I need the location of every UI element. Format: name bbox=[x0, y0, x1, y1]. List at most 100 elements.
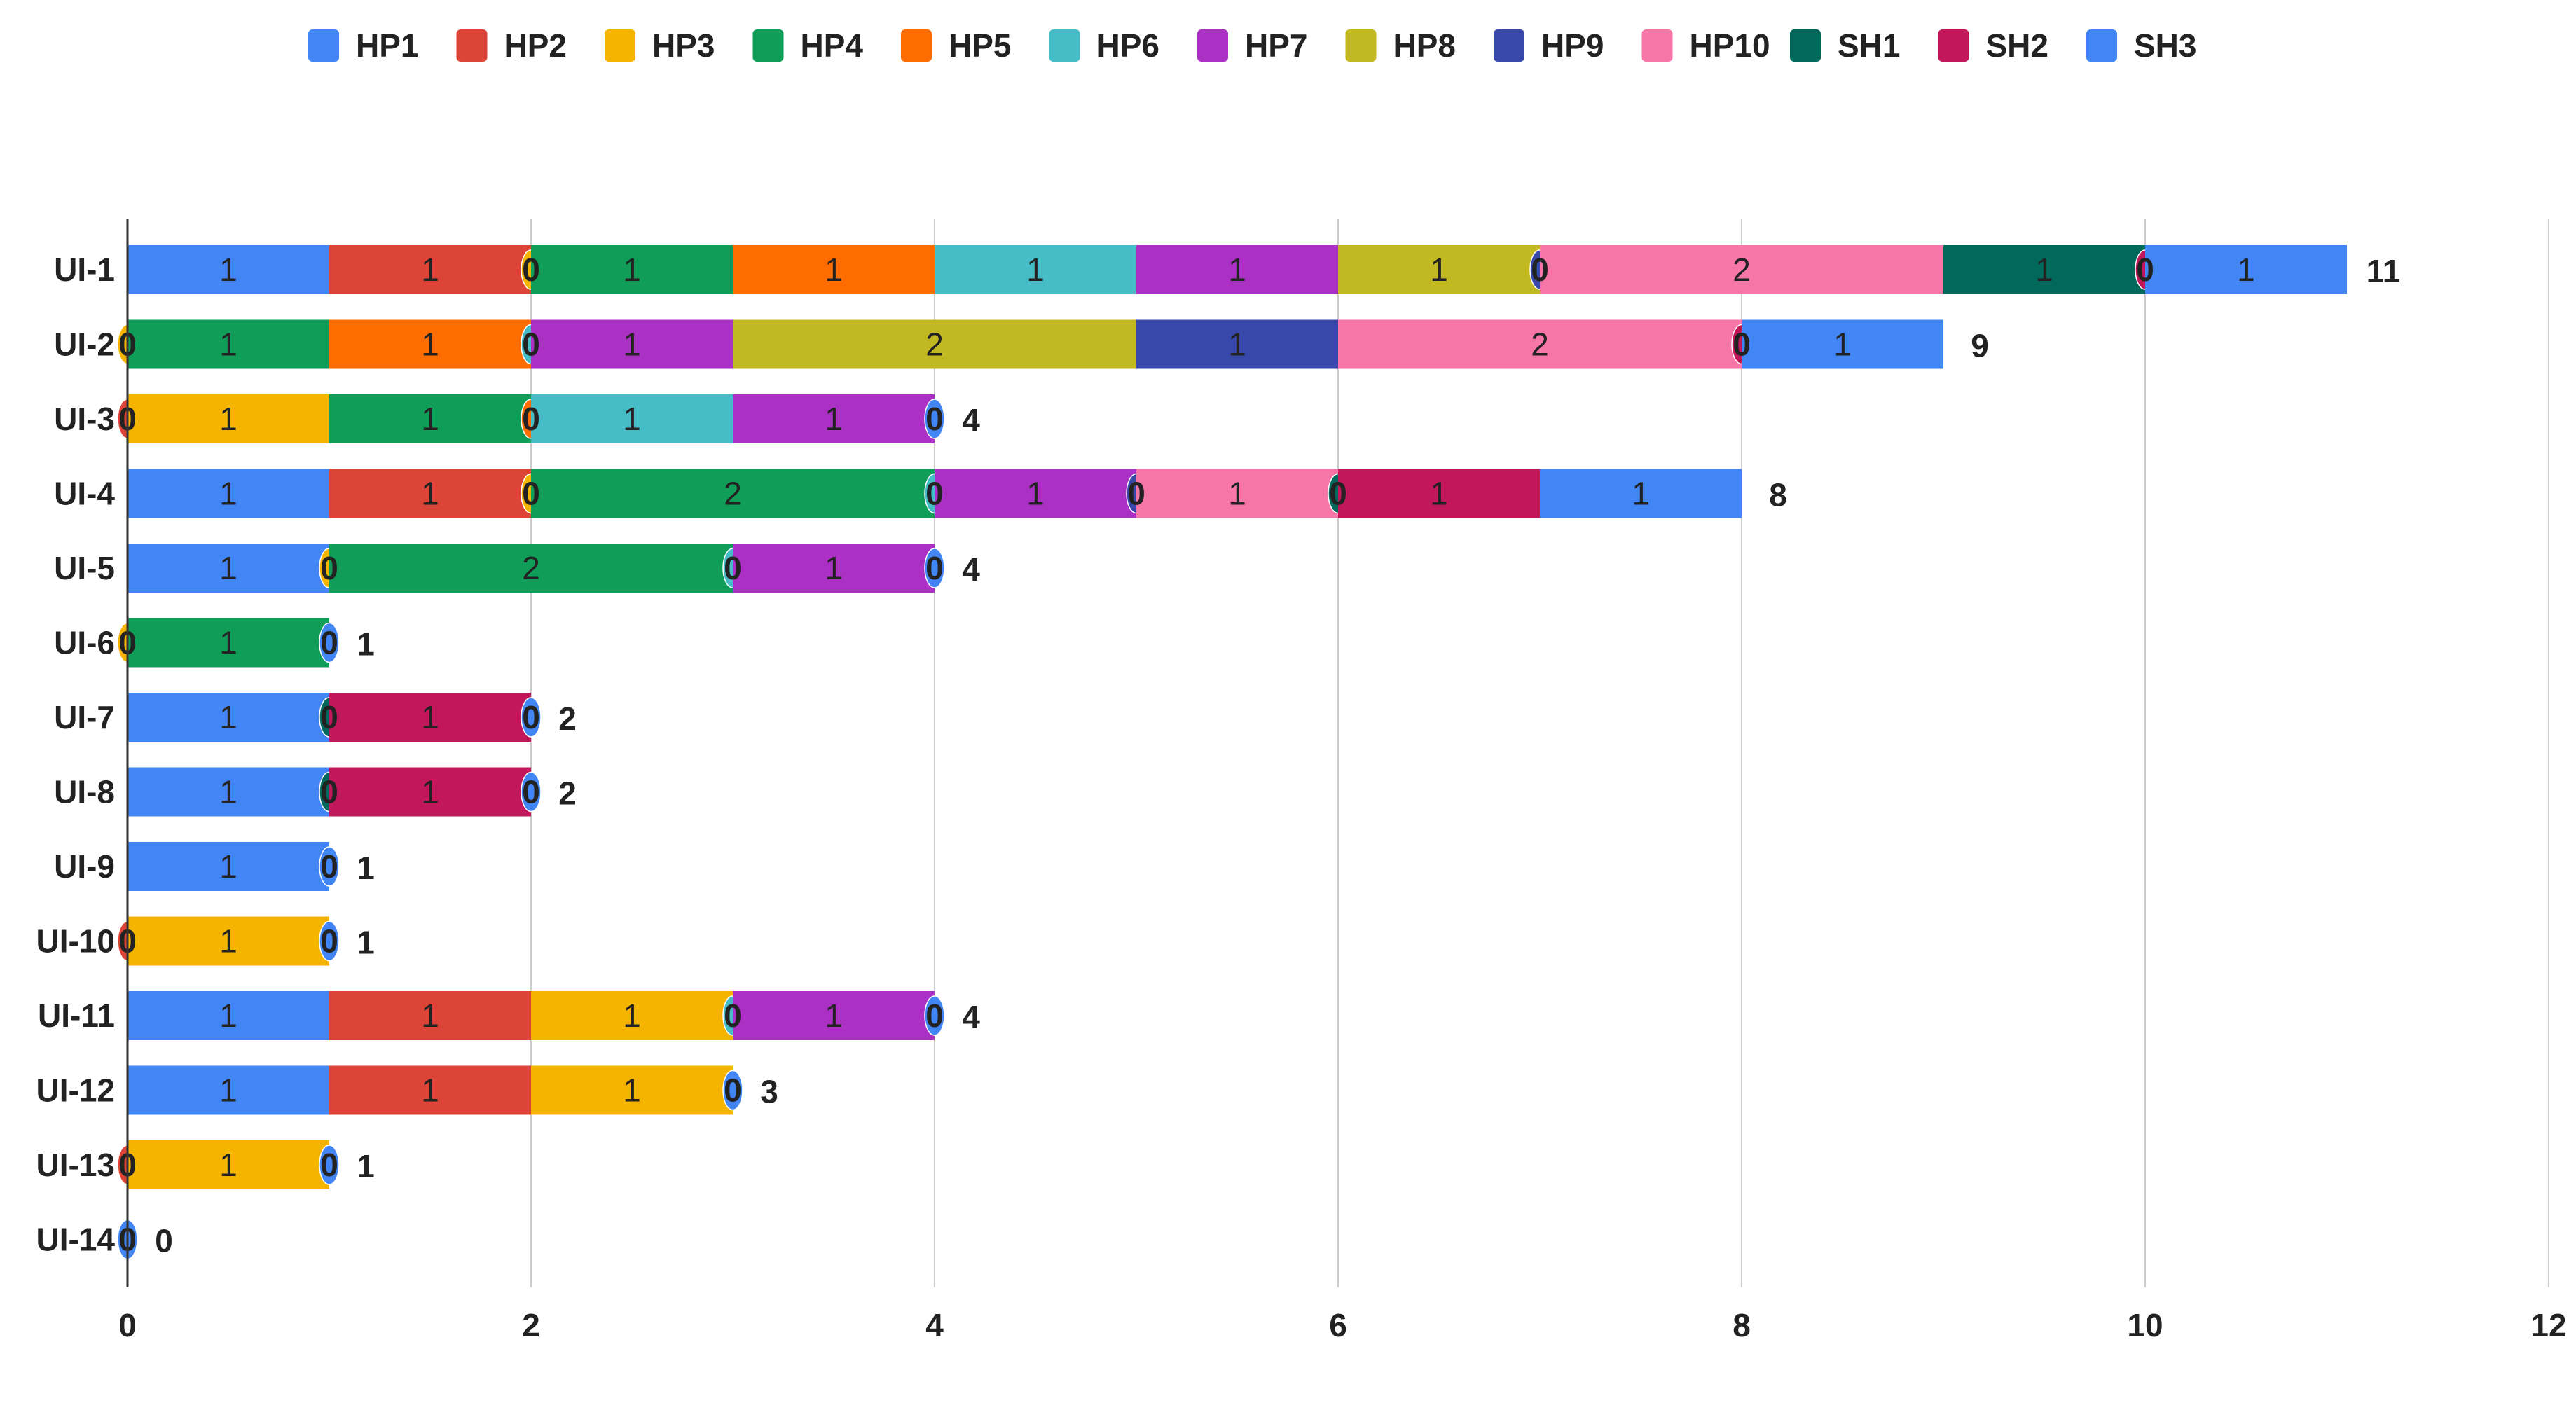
bar-ui-3-hp4 bbox=[329, 394, 531, 443]
bar-ui-1-hp7 bbox=[1136, 245, 1338, 294]
data-label-ui-4-hp10: 1 bbox=[1228, 476, 1246, 512]
data-label-ui-5-hp6: 0 bbox=[724, 550, 742, 586]
y-tick-label-ui-14: UI-14 bbox=[36, 1222, 116, 1258]
legend-label-hp7: HP7 bbox=[1245, 27, 1307, 64]
data-label-ui-1-sh1: 1 bbox=[2035, 251, 2053, 288]
legend-swatch-hp7 bbox=[1197, 29, 1228, 62]
legend-swatch-hp8 bbox=[1345, 29, 1377, 62]
bar-ui-13-hp3 bbox=[128, 1140, 329, 1189]
bar-end-ui-1 bbox=[2326, 245, 2347, 294]
bar-ui-3-hp7 bbox=[733, 394, 935, 443]
total-label-ui-2: 9 bbox=[1971, 328, 1989, 364]
total-label-ui-14: 0 bbox=[155, 1223, 173, 1259]
bar-ui-11-hp7 bbox=[733, 991, 935, 1040]
y-tick-label-ui-6: UI-6 bbox=[54, 625, 115, 661]
y-tick-label-ui-13: UI-13 bbox=[36, 1147, 115, 1183]
legend-label-hp10: HP10 bbox=[1690, 27, 1770, 64]
data-label-ui-7-sh1: 0 bbox=[320, 699, 338, 735]
total-label-ui-5: 4 bbox=[962, 551, 980, 588]
bar-ui-4-hp4 bbox=[531, 469, 935, 518]
data-label-ui-3-sh3: 0 bbox=[925, 401, 944, 437]
data-label-ui-1-hp1: 1 bbox=[219, 251, 237, 288]
data-label-ui-11-hp1: 1 bbox=[219, 997, 237, 1034]
x-tick-label-12: 12 bbox=[2530, 1307, 2566, 1343]
y-tick-label-ui-10: UI-10 bbox=[36, 923, 115, 960]
zero-marker-ui-3-sh3 bbox=[924, 399, 945, 439]
bar-ui-2-hp7 bbox=[531, 319, 733, 369]
y-tick-label-ui-11: UI-11 bbox=[38, 997, 115, 1034]
data-label-ui-3-hp3: 1 bbox=[219, 401, 237, 437]
legend-swatch-hp4 bbox=[752, 29, 784, 62]
data-label-ui-12-hp2: 1 bbox=[421, 1072, 439, 1109]
bar-ui-4-hp10 bbox=[1136, 469, 1338, 518]
data-label-ui-5-hp1: 1 bbox=[219, 550, 237, 586]
data-label-ui-4-hp3: 0 bbox=[522, 476, 540, 512]
total-label-ui-7: 2 bbox=[558, 700, 577, 737]
data-label-ui-2-hp10: 2 bbox=[1531, 326, 1549, 363]
data-label-ui-11-hp2: 1 bbox=[421, 997, 439, 1034]
bar-ui-7-sh2 bbox=[329, 693, 531, 742]
data-label-ui-1-hp3: 0 bbox=[522, 251, 540, 288]
bar-ui-1-hp10 bbox=[1540, 245, 1943, 294]
data-label-ui-11-sh3: 0 bbox=[925, 997, 944, 1034]
legend-label-hp9: HP9 bbox=[1541, 27, 1604, 64]
data-label-ui-3-hp6: 1 bbox=[623, 401, 641, 437]
data-label-ui-8-hp1: 1 bbox=[219, 774, 237, 810]
data-label-ui-11-hp7: 1 bbox=[825, 997, 843, 1034]
data-label-ui-1-hp6: 1 bbox=[1026, 251, 1045, 288]
legend-swatch-sh1 bbox=[1790, 29, 1821, 62]
legend-swatch-hp6 bbox=[1049, 29, 1080, 62]
data-label-ui-1-sh3: 1 bbox=[2237, 251, 2255, 288]
bar-ui-1-hp1 bbox=[128, 245, 329, 294]
y-tick-label-ui-9: UI-9 bbox=[54, 848, 115, 885]
zero-marker-ui-13-sh3 bbox=[319, 1145, 340, 1185]
total-label-ui-11: 4 bbox=[962, 999, 980, 1035]
data-label-ui-7-sh3: 0 bbox=[522, 699, 540, 735]
data-label-ui-13-sh3: 0 bbox=[320, 1147, 338, 1183]
total-label-ui-3: 4 bbox=[962, 402, 980, 438]
data-label-ui-4-hp7: 1 bbox=[1026, 476, 1045, 512]
bar-ui-12-hp2 bbox=[329, 1065, 531, 1115]
bar-ui-1-hp6 bbox=[935, 245, 1136, 294]
x-tick-label-2: 2 bbox=[522, 1307, 540, 1343]
total-label-ui-4: 8 bbox=[1769, 477, 1787, 513]
bar-ui-1-hp2 bbox=[329, 245, 531, 294]
data-label-ui-12-hp1: 1 bbox=[219, 1072, 237, 1109]
bar-ui-8-hp1 bbox=[128, 767, 329, 817]
legend-label-hp8: HP8 bbox=[1393, 27, 1456, 64]
legend-swatch-hp3 bbox=[605, 29, 635, 62]
bar-ui-10-hp3 bbox=[128, 916, 329, 966]
legend: HP1 HP2 HP3 HP4 HP5 HP6 HP7 HP8 HP9 HP10 SH1 SH2 SH3 bbox=[308, 27, 2196, 64]
total-label-ui-9: 1 bbox=[357, 850, 375, 886]
data-label-ui-5-hp3: 0 bbox=[320, 550, 338, 586]
data-label-ui-3-hp5: 0 bbox=[522, 401, 540, 437]
bar-ui-4-hp2 bbox=[329, 469, 531, 518]
data-label-ui-12-hp3: 1 bbox=[623, 1072, 641, 1109]
data-label-ui-3-hp4: 1 bbox=[421, 401, 439, 437]
data-label-ui-1-hp2: 1 bbox=[421, 251, 439, 288]
bar-ui-6-hp4 bbox=[128, 618, 329, 668]
x-tick-label-6: 6 bbox=[1329, 1307, 1347, 1343]
bar-ui-12-hp1 bbox=[128, 1065, 329, 1115]
bar-ui-3-hp6 bbox=[531, 394, 733, 443]
y-tick-label-ui-1: UI-1 bbox=[54, 251, 115, 288]
data-label-ui-12-sh3: 0 bbox=[724, 1072, 742, 1109]
bar-ui-12-hp3 bbox=[531, 1065, 733, 1115]
data-label-ui-4-sh2: 1 bbox=[1430, 476, 1448, 512]
bar-ui-4-sh2 bbox=[1338, 469, 1540, 518]
data-label-ui-8-sh3: 0 bbox=[522, 774, 540, 810]
bar-ui-1-sh1 bbox=[1943, 245, 2145, 294]
bar-ui-5-hp1 bbox=[128, 544, 329, 593]
data-labels: 1 1 0 1 1 1 1 1 0 2 1 0 1 110 1 1 0 1 2 1 2 0 1 90 1 1 0 1 1 0 41 1 0 2 0 1… bbox=[118, 251, 2400, 1259]
data-label-ui-5-hp7: 1 bbox=[825, 550, 843, 586]
data-label-ui-1-hp5: 1 bbox=[825, 251, 843, 288]
data-label-ui-8-sh2: 1 bbox=[421, 774, 439, 810]
bar-ui-2-hp10 bbox=[1338, 319, 1742, 369]
bar-ui-8-sh2 bbox=[329, 767, 531, 817]
data-label-ui-2-sh2: 0 bbox=[1733, 326, 1751, 363]
zero-marker-ui-11-sh3 bbox=[924, 995, 945, 1036]
data-label-ui-11-hp3: 1 bbox=[623, 997, 641, 1034]
total-label-ui-13: 1 bbox=[357, 1148, 375, 1184]
data-label-ui-11-hp6: 0 bbox=[724, 997, 742, 1034]
